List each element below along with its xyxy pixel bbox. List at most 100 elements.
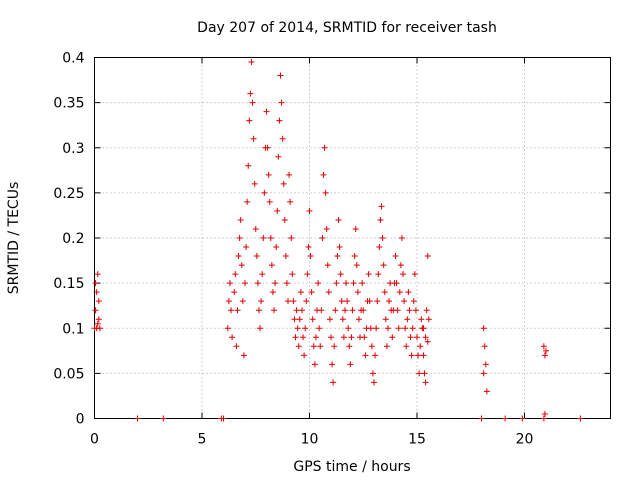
data-point xyxy=(481,343,488,350)
data-point xyxy=(349,307,356,314)
data-point xyxy=(351,253,358,260)
data-point xyxy=(285,298,291,305)
y-tick-label: 0 xyxy=(76,412,85,428)
data-point xyxy=(403,343,410,350)
data-point xyxy=(353,262,360,269)
data-point xyxy=(424,338,431,345)
data-point xyxy=(519,415,526,422)
data-point xyxy=(246,117,253,124)
data-point xyxy=(330,379,337,386)
data-point xyxy=(375,271,382,278)
data-point xyxy=(502,415,509,422)
data-point xyxy=(383,343,390,350)
data-points xyxy=(91,59,584,422)
data-point xyxy=(395,325,402,332)
data-point xyxy=(361,334,368,341)
data-point xyxy=(348,334,355,341)
data-point xyxy=(228,307,235,314)
data-point xyxy=(371,379,377,386)
data-point xyxy=(415,352,422,359)
data-point xyxy=(394,307,401,314)
data-point xyxy=(381,289,388,296)
data-point xyxy=(372,352,379,359)
data-point xyxy=(418,316,425,323)
data-point xyxy=(233,343,240,350)
data-point xyxy=(265,171,272,178)
data-point xyxy=(398,235,405,241)
data-point xyxy=(382,316,389,323)
data-point xyxy=(326,316,333,323)
data-point xyxy=(366,298,373,305)
data-point xyxy=(240,352,247,359)
data-point xyxy=(540,343,547,350)
data-point xyxy=(231,289,238,296)
data-point xyxy=(279,135,286,142)
data-point xyxy=(338,298,345,305)
data-point xyxy=(292,334,299,341)
data-point xyxy=(94,271,101,278)
data-point xyxy=(359,280,366,287)
data-point xyxy=(344,298,351,305)
data-point xyxy=(386,298,393,305)
data-point xyxy=(293,307,300,314)
data-point xyxy=(541,410,548,417)
data-point xyxy=(267,235,274,241)
data-point xyxy=(389,334,396,341)
data-point xyxy=(96,325,103,332)
data-point xyxy=(281,216,288,223)
data-point xyxy=(315,280,322,287)
data-point xyxy=(339,316,346,323)
data-point xyxy=(271,307,278,314)
data-point xyxy=(287,198,294,205)
data-point xyxy=(577,415,584,422)
data-point xyxy=(306,207,313,214)
data-point xyxy=(422,334,429,341)
data-point xyxy=(406,307,413,314)
data-point xyxy=(310,343,317,350)
data-point xyxy=(276,117,283,124)
data-point xyxy=(296,316,303,323)
data-point xyxy=(134,415,141,422)
data-point xyxy=(237,216,244,223)
data-point xyxy=(249,99,256,106)
data-point xyxy=(402,325,409,332)
data-point xyxy=(289,271,296,278)
data-point xyxy=(302,325,309,332)
x-axis-label: GPS time / hours xyxy=(293,459,410,475)
data-point xyxy=(291,316,298,323)
data-point xyxy=(225,298,232,305)
data-point xyxy=(278,99,285,106)
grid xyxy=(94,57,611,419)
data-point xyxy=(232,271,239,278)
data-point xyxy=(345,325,352,332)
data-point xyxy=(414,334,420,341)
data-point xyxy=(543,347,549,354)
data-point xyxy=(325,289,332,296)
data-point xyxy=(93,289,100,296)
data-point xyxy=(305,244,312,251)
data-point xyxy=(405,289,412,296)
data-point xyxy=(320,171,327,178)
data-point xyxy=(341,307,348,314)
data-point xyxy=(416,370,423,377)
data-point xyxy=(300,334,307,341)
data-point xyxy=(282,253,289,260)
data-point xyxy=(261,189,268,196)
data-point xyxy=(266,198,273,205)
y-tick-label: 0.3 xyxy=(62,141,84,157)
data-point xyxy=(332,307,339,314)
data-point xyxy=(92,307,99,314)
data-point xyxy=(92,280,99,287)
data-point xyxy=(259,271,266,278)
y-tick-label: 0.15 xyxy=(53,276,84,292)
y-tick-label: 0.1 xyxy=(62,321,84,337)
data-point xyxy=(242,280,248,287)
data-point xyxy=(482,361,489,368)
x-tick-label: 10 xyxy=(301,432,319,448)
data-point xyxy=(311,361,318,368)
data-point xyxy=(328,334,334,341)
data-point xyxy=(319,235,326,241)
tick-labels: 0 0.05 0.1 0.15 0.2 0.25 0.3 0.35 0.4 0 5 10 15 20 xyxy=(53,51,533,448)
data-point xyxy=(255,307,262,314)
data-point xyxy=(160,415,167,422)
